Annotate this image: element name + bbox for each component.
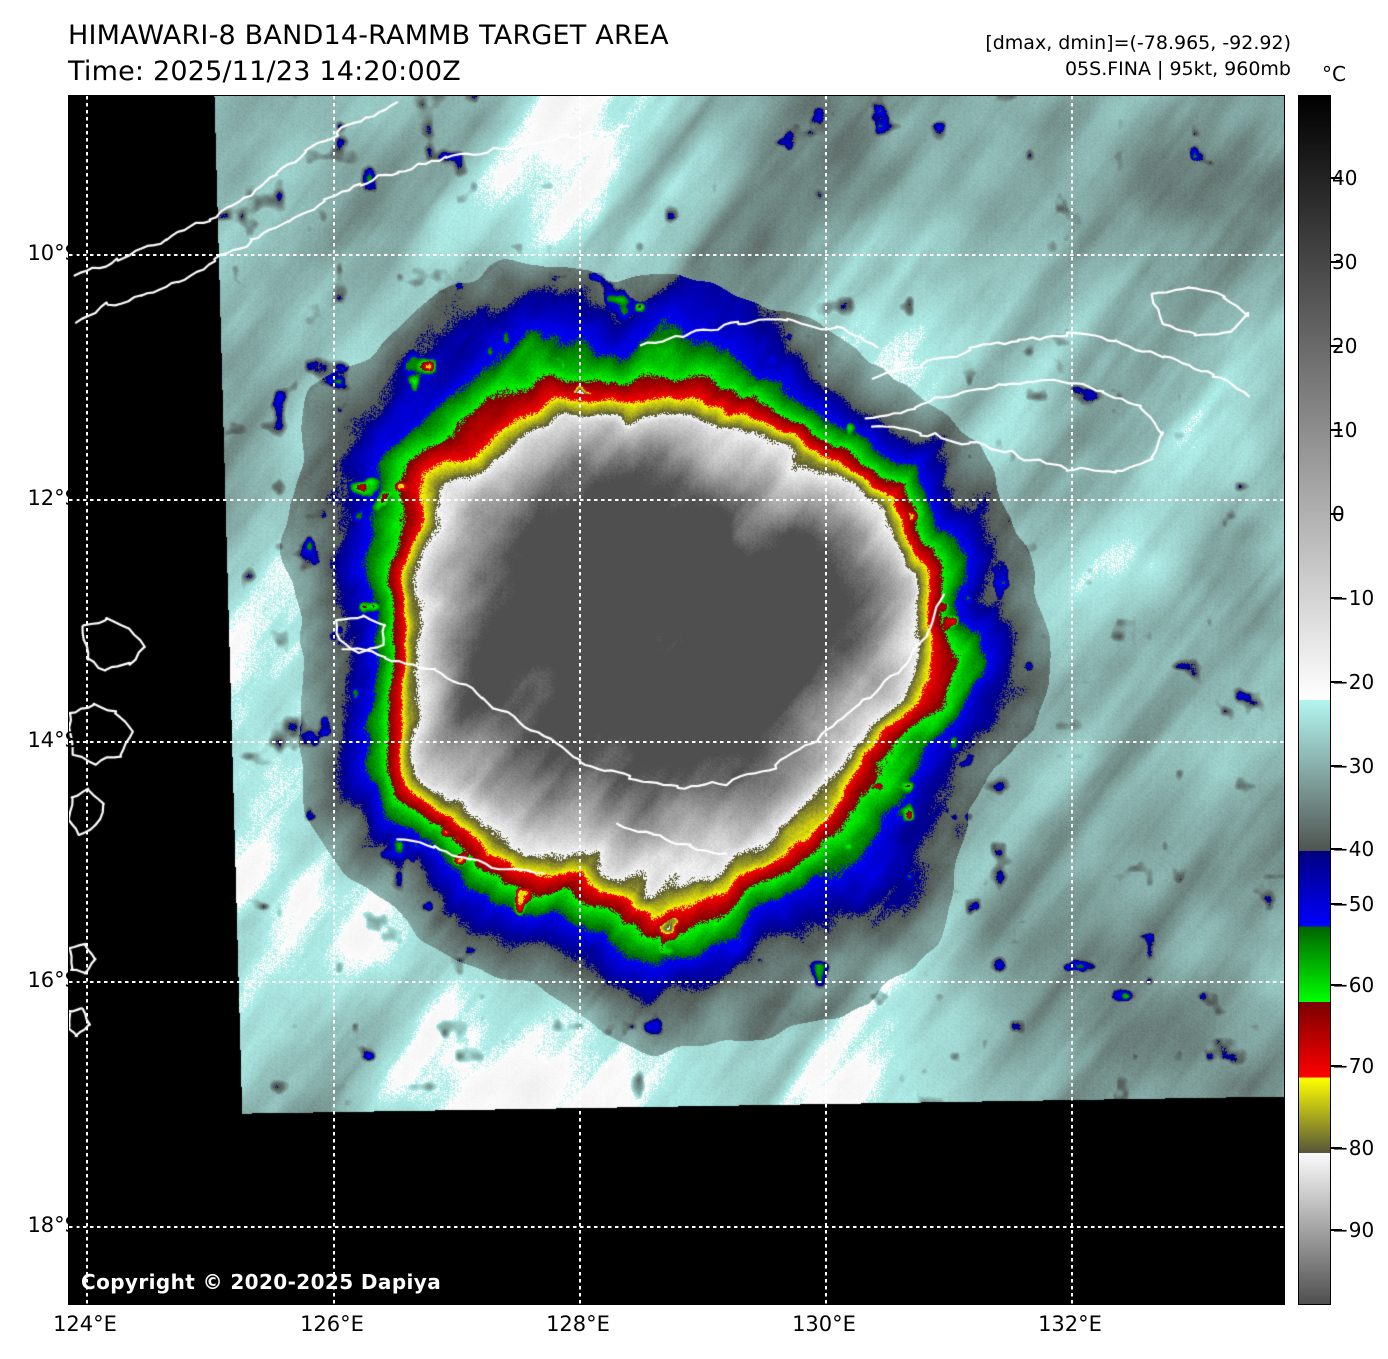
- timestamp-label: Time: 2025/11/23 14:20:00Z: [68, 56, 461, 87]
- colorbar-tick-label-5: −10: [1332, 586, 1375, 610]
- colorbar-tick-mark-10: [1331, 984, 1342, 986]
- metadata-block: [dmax, dmin]=(-78.965, -92.92) 05S.FINA …: [985, 30, 1291, 82]
- satellite-image-plot: Copyright © 2020-2025 Dapiya: [68, 95, 1285, 1305]
- lat-tick-3: 16°S: [27, 968, 78, 992]
- colorbar-tick-mark-12: [1331, 1147, 1342, 1149]
- title-block: HIMAWARI-8 BAND14-RAMMB TARGET AREA Time…: [68, 18, 669, 90]
- colorbar-tick-label-11: −70: [1332, 1054, 1375, 1078]
- colorbar-tick-mark-0: [1331, 177, 1342, 179]
- colorbar-tick-label-0: 40: [1332, 166, 1358, 190]
- lon-tick-2: 128°E: [546, 1312, 610, 1336]
- colorbar-tick-label-7: −30: [1332, 754, 1375, 778]
- dmax-dmin-label: [dmax, dmin]=(-78.965, -92.92): [985, 32, 1291, 54]
- lat-tick-0: 10°S: [27, 241, 78, 265]
- colorbar-tick-label-9: −50: [1332, 892, 1375, 916]
- colorbar-tick-mark-6: [1331, 681, 1342, 683]
- colorbar-tick-mark-3: [1331, 429, 1342, 431]
- colorbar-tick-label-1: 30: [1332, 250, 1358, 274]
- lon-tick-4: 132°E: [1038, 1312, 1102, 1336]
- lon-tick-0: 124°E: [53, 1312, 117, 1336]
- colorbar-tick-mark-7: [1331, 765, 1342, 767]
- colorbar-tick-label-4: 0: [1332, 502, 1345, 526]
- colorbar-tick-mark-11: [1331, 1065, 1342, 1067]
- colorbar-tick-label-12: −80: [1332, 1136, 1375, 1160]
- colorbar-unit-label: °C: [1322, 62, 1346, 86]
- lat-tick-2: 14°S: [27, 728, 78, 752]
- lon-tick-3: 130°E: [792, 1312, 856, 1336]
- colorbar-tick-mark-1: [1331, 261, 1342, 263]
- page-title: HIMAWARI-8 BAND14-RAMMB TARGET AREA: [68, 20, 669, 51]
- colorbar-tick-label-8: −40: [1332, 837, 1375, 861]
- colorbar-tick-label-2: 20: [1332, 334, 1358, 358]
- storm-info-label: 05S.FINA | 95kt, 960mb: [1064, 58, 1291, 80]
- colorbar-tick-label-13: −90: [1332, 1218, 1375, 1242]
- colorbar-tick-mark-5: [1331, 597, 1342, 599]
- colorbar-tick-label-6: −20: [1332, 670, 1375, 694]
- colorbar-tick-mark-2: [1331, 345, 1342, 347]
- satellite-infrared-imagery: [69, 96, 1284, 1304]
- temperature-colorbar: [1298, 95, 1331, 1305]
- colorbar-tick-mark-8: [1331, 848, 1342, 850]
- lat-tick-1: 12°S: [27, 486, 78, 510]
- colorbar-tick-mark-4: [1331, 513, 1342, 515]
- lat-tick-4: 18°S: [27, 1213, 78, 1237]
- colorbar-tick-label-10: −60: [1332, 973, 1375, 997]
- colorbar-tick-label-3: 10: [1332, 418, 1358, 442]
- colorbar-gradient: [1299, 96, 1330, 1304]
- copyright-notice: Copyright © 2020-2025 Dapiya: [81, 1270, 442, 1294]
- lon-tick-1: 126°E: [300, 1312, 364, 1336]
- colorbar-tick-mark-9: [1331, 903, 1342, 905]
- colorbar-tick-mark-13: [1331, 1229, 1342, 1231]
